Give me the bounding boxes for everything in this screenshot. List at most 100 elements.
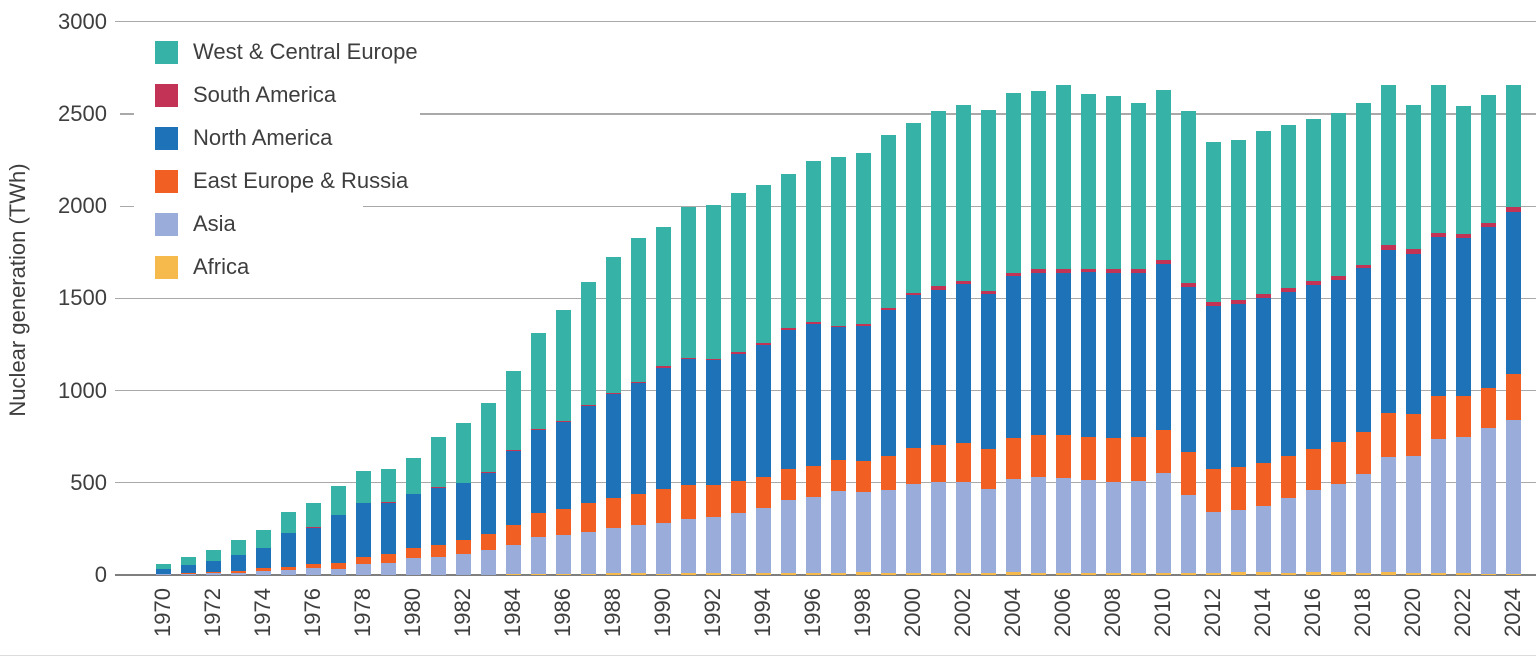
bar-segment-2021-south-america[interactable] [1430, 232, 1446, 238]
bar-segment-2024-south-america[interactable] [1505, 206, 1521, 212]
bar-segment-2009-east-europe-russia[interactable] [1130, 437, 1146, 481]
bar-segment-2005-south-america[interactable] [1030, 269, 1046, 273]
bar-segment-2011-west-central-europe[interactable] [1180, 110, 1196, 284]
bar-segment-2009-africa[interactable] [1130, 572, 1146, 575]
bar-segment-2003-east-europe-russia[interactable] [980, 449, 996, 489]
bar-segment-1984-asia[interactable] [505, 545, 521, 575]
bar-1974[interactable] [255, 529, 271, 575]
bar-segment-2022-west-central-europe[interactable] [1455, 106, 1471, 235]
bar-segment-1988-south-america[interactable] [605, 392, 621, 394]
bar-segment-1999-asia[interactable] [880, 489, 896, 573]
bar-segment-1993-asia[interactable] [730, 512, 746, 574]
bar-segment-1987-west-central-europe[interactable] [580, 281, 596, 406]
bar-2016[interactable] [1305, 118, 1321, 575]
bar-segment-1999-east-europe-russia[interactable] [880, 456, 896, 490]
bar-2022[interactable] [1455, 106, 1471, 575]
bar-segment-2019-africa[interactable] [1380, 572, 1396, 575]
bar-segment-1996-south-america[interactable] [805, 322, 821, 324]
legend-item-east-europe-russia[interactable]: East Europe & Russia [193, 168, 409, 193]
bar-segment-1993-north-america[interactable] [730, 353, 746, 481]
bar-segment-2001-south-america[interactable] [930, 285, 946, 290]
bar-segment-2017-asia[interactable] [1330, 484, 1346, 573]
bar-segment-2021-asia[interactable] [1430, 439, 1446, 573]
bar-segment-1987-asia[interactable] [580, 531, 596, 574]
bar-segment-2003-asia[interactable] [980, 488, 996, 573]
bar-segment-1982-east-europe-russia[interactable] [455, 540, 471, 555]
bar-segment-1979-east-europe-russia[interactable] [380, 554, 396, 563]
bar-segment-1998-west-central-europe[interactable] [855, 153, 871, 324]
bar-segment-2007-west-central-europe[interactable] [1080, 94, 1096, 269]
bar-segment-2016-east-europe-russia[interactable] [1305, 448, 1321, 491]
bar-2003[interactable] [980, 109, 996, 575]
bar-segment-1977-south-america[interactable] [330, 514, 346, 516]
bar-segment-2015-east-europe-russia[interactable] [1280, 455, 1296, 499]
bar-segment-2020-south-america[interactable] [1405, 249, 1421, 254]
bar-segment-1975-east-europe-russia[interactable] [280, 566, 296, 570]
bar-segment-1999-africa[interactable] [880, 572, 896, 575]
bar-segment-2017-north-america[interactable] [1330, 279, 1346, 443]
bar-segment-2015-north-america[interactable] [1280, 291, 1296, 456]
bar-segment-2010-africa[interactable] [1155, 572, 1171, 575]
bar-segment-1984-africa[interactable] [505, 574, 521, 575]
bar-segment-2015-africa[interactable] [1280, 572, 1296, 575]
bar-segment-2002-north-america[interactable] [955, 284, 971, 443]
bar-segment-2014-north-america[interactable] [1255, 298, 1271, 464]
bar-segment-2011-east-europe-russia[interactable] [1180, 451, 1196, 496]
bar-segment-2005-north-america[interactable] [1030, 272, 1046, 435]
bar-segment-2013-east-europe-russia[interactable] [1230, 466, 1246, 510]
bar-segment-1998-east-europe-russia[interactable] [855, 461, 871, 493]
bar-segment-2009-west-central-europe[interactable] [1130, 103, 1146, 270]
bar-segment-2021-north-america[interactable] [1430, 237, 1446, 396]
bar-segment-1986-asia[interactable] [555, 534, 571, 574]
bar-segment-1994-west-central-europe[interactable] [755, 185, 771, 344]
bar-segment-1997-asia[interactable] [830, 491, 846, 573]
bar-segment-2014-south-america[interactable] [1255, 294, 1271, 299]
bar-segment-1995-east-europe-russia[interactable] [780, 468, 796, 501]
bar-segment-1988-east-europe-russia[interactable] [605, 497, 621, 529]
bar-segment-2008-south-america[interactable] [1105, 269, 1121, 273]
bar-1983[interactable] [480, 403, 496, 575]
bar-2001[interactable] [930, 110, 946, 575]
bar-1971[interactable] [180, 556, 196, 575]
bar-1991[interactable] [680, 206, 696, 575]
bar-segment-2012-west-central-europe[interactable] [1205, 142, 1221, 303]
bar-2000[interactable] [905, 123, 921, 575]
bar-segment-1971-east-europe-russia[interactable] [180, 572, 196, 574]
bar-segment-2010-west-central-europe[interactable] [1155, 89, 1171, 260]
bar-segment-2005-west-central-europe[interactable] [1030, 90, 1046, 270]
bar-segment-1975-north-america[interactable] [280, 532, 296, 567]
bar-segment-2024-asia[interactable] [1505, 420, 1521, 574]
bar-segment-1988-north-america[interactable] [605, 393, 621, 498]
bar-2017[interactable] [1330, 113, 1346, 575]
bar-2004[interactable] [1005, 93, 1021, 575]
bar-segment-1986-south-america[interactable] [555, 420, 571, 423]
bar-1979[interactable] [380, 468, 396, 575]
bar-segment-1994-africa[interactable] [755, 573, 771, 575]
bar-segment-2004-south-america[interactable] [1005, 272, 1021, 277]
bar-segment-2003-west-central-europe[interactable] [980, 109, 996, 291]
bar-segment-2018-south-america[interactable] [1355, 264, 1371, 269]
bar-segment-2022-asia[interactable] [1455, 436, 1471, 574]
bar-segment-2000-north-america[interactable] [905, 295, 921, 448]
bar-segment-1972-asia[interactable] [205, 572, 221, 575]
bar-segment-1983-north-america[interactable] [480, 473, 496, 534]
bar-1981[interactable] [430, 437, 446, 575]
bar-segment-1971-north-america[interactable] [180, 565, 196, 573]
bar-segment-2008-west-central-europe[interactable] [1105, 95, 1121, 270]
bar-segment-1999-south-america[interactable] [880, 308, 896, 310]
bar-segment-1985-africa[interactable] [530, 573, 546, 575]
bar-segment-1979-asia[interactable] [380, 563, 396, 575]
bar-1995[interactable] [780, 173, 796, 575]
bar-segment-2023-west-central-europe[interactable] [1480, 95, 1496, 223]
bar-segment-2010-asia[interactable] [1155, 473, 1171, 573]
bar-segment-1998-africa[interactable] [855, 572, 871, 575]
bar-segment-1975-asia[interactable] [280, 569, 296, 575]
bar-segment-2011-asia[interactable] [1180, 495, 1196, 573]
bar-1994[interactable] [755, 185, 771, 575]
bar-segment-1970-north-america[interactable] [155, 569, 171, 574]
bar-segment-1971-asia[interactable] [180, 573, 196, 575]
bar-segment-2008-north-america[interactable] [1105, 272, 1121, 438]
bar-segment-2001-north-america[interactable] [930, 289, 946, 446]
bar-segment-1995-asia[interactable] [780, 500, 796, 573]
bar-segment-1970-west-central-europe[interactable] [155, 563, 171, 570]
